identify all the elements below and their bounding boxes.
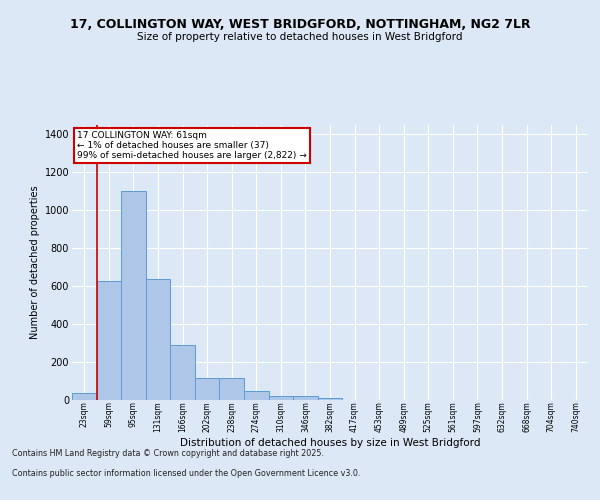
Text: Contains HM Land Registry data © Crown copyright and database right 2025.: Contains HM Land Registry data © Crown c… xyxy=(12,448,324,458)
Bar xyxy=(269,396,293,400)
Bar xyxy=(121,192,146,400)
Text: 17, COLLINGTON WAY, WEST BRIDGFORD, NOTTINGHAM, NG2 7LR: 17, COLLINGTON WAY, WEST BRIDGFORD, NOTT… xyxy=(70,18,530,30)
Bar xyxy=(146,278,170,400)
Y-axis label: Number of detached properties: Number of detached properties xyxy=(31,186,40,340)
Text: 17 COLLINGTON WAY: 61sqm
← 1% of detached houses are smaller (37)
99% of semi-de: 17 COLLINGTON WAY: 61sqm ← 1% of detache… xyxy=(77,130,307,160)
Bar xyxy=(220,378,244,400)
Bar xyxy=(318,398,342,400)
Text: Size of property relative to detached houses in West Bridgford: Size of property relative to detached ho… xyxy=(137,32,463,42)
Bar xyxy=(293,396,318,400)
Bar xyxy=(170,345,195,400)
Bar xyxy=(195,378,220,400)
Text: Contains public sector information licensed under the Open Government Licence v3: Contains public sector information licen… xyxy=(12,468,361,477)
Bar xyxy=(72,394,97,400)
X-axis label: Distribution of detached houses by size in West Bridgford: Distribution of detached houses by size … xyxy=(180,438,480,448)
Bar xyxy=(244,391,269,400)
Bar xyxy=(97,282,121,400)
